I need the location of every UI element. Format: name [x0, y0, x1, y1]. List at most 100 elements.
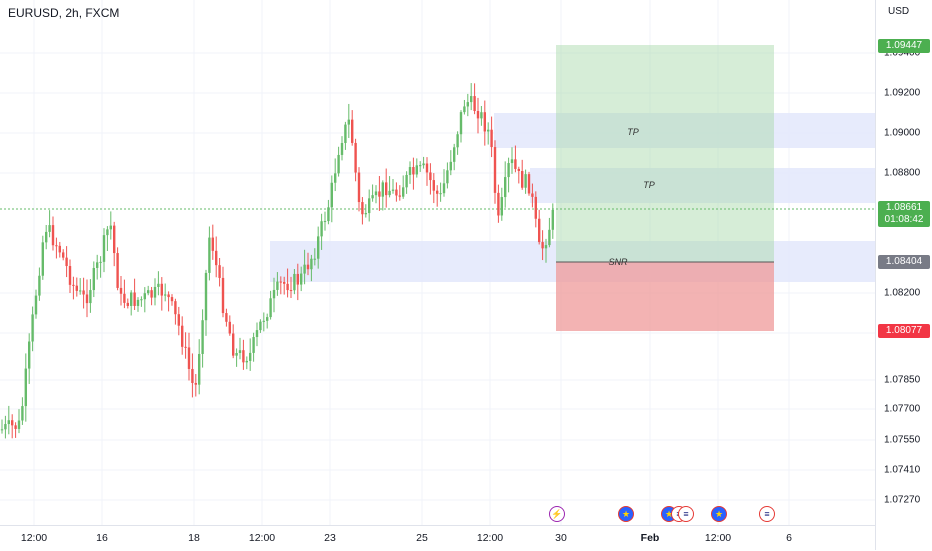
candle [7, 405, 10, 435]
candle [51, 216, 55, 251]
candle-body [204, 272, 208, 321]
candle-body [82, 290, 85, 295]
candle-body [507, 163, 510, 178]
candle [483, 100, 486, 146]
candle-body [14, 425, 17, 429]
us-flag-icon[interactable]: ≡ [678, 506, 694, 522]
candle-body [167, 294, 170, 298]
candle-body [337, 154, 340, 174]
candle-body [55, 245, 58, 247]
candle-body [21, 406, 24, 421]
candle [283, 276, 286, 295]
price-axis[interactable]: USD 1.09400 1.09200 1.09000 1.08800 1.08200 1… [875, 0, 932, 550]
candles [0, 83, 554, 439]
candle [344, 121, 347, 150]
time-axis[interactable]: 12:00 16 18 12:00 23 25 12:00 30 Feb 12:00 6 [0, 525, 875, 551]
lightning-icon[interactable]: ⚡ [549, 506, 565, 522]
candle-body [544, 245, 548, 249]
candle-body [0, 429, 4, 431]
candle [538, 209, 541, 245]
candle [544, 238, 548, 263]
candle [266, 313, 269, 329]
candle [429, 163, 432, 195]
candle-body [208, 237, 211, 273]
candle [490, 116, 493, 158]
candle [0, 419, 4, 434]
candle-body [177, 314, 180, 326]
candle [194, 374, 197, 397]
candlestick-chart[interactable] [0, 0, 875, 525]
candle-body [327, 207, 330, 222]
candle-body [459, 112, 463, 135]
candle [402, 175, 405, 199]
candle-body [364, 213, 367, 215]
symbol-title[interactable]: EURUSD, 2h, FXCM [8, 6, 120, 20]
candle-body [269, 298, 272, 318]
candle [391, 178, 395, 194]
candle-body [296, 273, 299, 285]
eu-flag-icon[interactable]: ★ [618, 506, 634, 522]
price-tick: 1.07410 [884, 464, 921, 476]
take-profit-area [556, 45, 774, 262]
candle-body [238, 350, 242, 354]
candle-body [313, 258, 316, 260]
candle [82, 277, 85, 309]
us-flag-icon[interactable]: ≡ [759, 506, 775, 522]
candle [249, 338, 252, 371]
candle [235, 348, 238, 367]
candle-body [408, 167, 412, 175]
currency-label[interactable]: USD [888, 6, 910, 17]
candle [208, 226, 211, 281]
candle-body [62, 252, 65, 258]
candle [4, 415, 7, 439]
candle-body [361, 202, 364, 215]
candle-body [306, 264, 310, 270]
candle [364, 204, 367, 218]
candle [201, 309, 204, 368]
candle-body [422, 163, 425, 166]
current-price-badge: 1.08661 01:08:42 [878, 201, 930, 227]
eu-flag-icon[interactable]: ★ [711, 506, 727, 522]
price-tick: 1.07850 [884, 374, 921, 386]
candle-body [289, 290, 293, 292]
candle [449, 150, 452, 176]
time-tick: 23 [324, 532, 336, 544]
candle-body [198, 353, 201, 385]
price-tick: 1.09000 [884, 127, 921, 139]
candle-body [398, 195, 401, 197]
candle [463, 99, 466, 115]
candle [340, 136, 344, 161]
candle-body [551, 209, 554, 230]
candle [395, 182, 398, 202]
candle-body [181, 325, 184, 347]
candle-body [102, 235, 106, 262]
candle [55, 237, 58, 259]
candle-body [89, 290, 92, 304]
candle [439, 182, 442, 202]
candle [487, 122, 490, 145]
candle [436, 185, 439, 207]
candle-body [419, 165, 422, 167]
candle [507, 157, 510, 193]
candle [150, 286, 153, 306]
time-tick: 30 [555, 532, 567, 544]
candle [143, 287, 146, 313]
candle [473, 83, 476, 115]
candle [276, 272, 279, 296]
candle [446, 162, 449, 189]
candle [317, 226, 320, 269]
candle-body [187, 347, 191, 369]
candle-body [303, 264, 306, 274]
candle [238, 337, 242, 360]
candle [442, 169, 446, 197]
candle [68, 259, 72, 293]
time-tick: Feb [640, 532, 660, 544]
candle [31, 306, 34, 352]
candle-body [235, 353, 238, 356]
candle [75, 277, 78, 297]
chart-area[interactable]: EURUSD, 2h, FXCM TP TP SNR ⚡★★≡≡★≡ [0, 0, 875, 525]
candle [242, 339, 245, 370]
candle-body [357, 172, 361, 203]
candle [157, 271, 160, 296]
candle-body [320, 221, 323, 237]
